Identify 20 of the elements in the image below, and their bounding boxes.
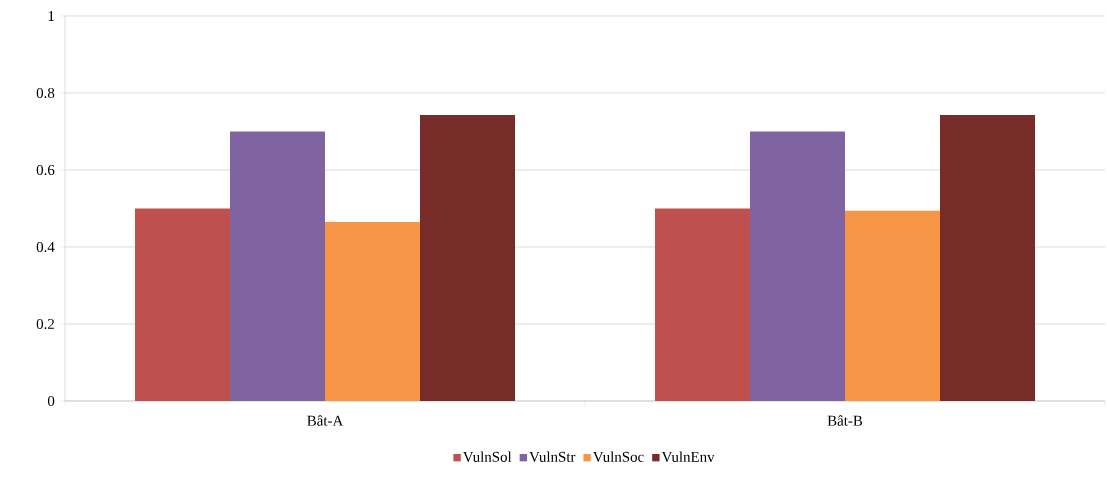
y-tick-label: 0 <box>47 395 55 407</box>
y-tick-label: 0.8 <box>36 87 55 99</box>
bar <box>325 221 421 401</box>
y-tick-label: 1 <box>48 11 54 21</box>
legend-label: VulnSol <box>462 451 512 462</box>
x-tick-label: Bât-A <box>307 415 344 426</box>
bar <box>750 131 845 401</box>
legend-label: VulnEnv <box>661 451 715 462</box>
legend-label: VulnStr <box>529 451 576 462</box>
legend-label: VulnSoc <box>592 451 644 462</box>
bar <box>135 208 231 401</box>
bar <box>845 210 940 401</box>
bar <box>655 208 750 401</box>
bar <box>420 114 516 401</box>
y-tick-label: 0.6 <box>36 164 55 176</box>
y-tick-label: 0.2 <box>36 318 54 330</box>
x-tick-label: Bât-B <box>827 415 863 426</box>
bar <box>940 114 1035 401</box>
bar <box>230 131 326 401</box>
y-tick-label: 0.4 <box>36 241 55 253</box>
